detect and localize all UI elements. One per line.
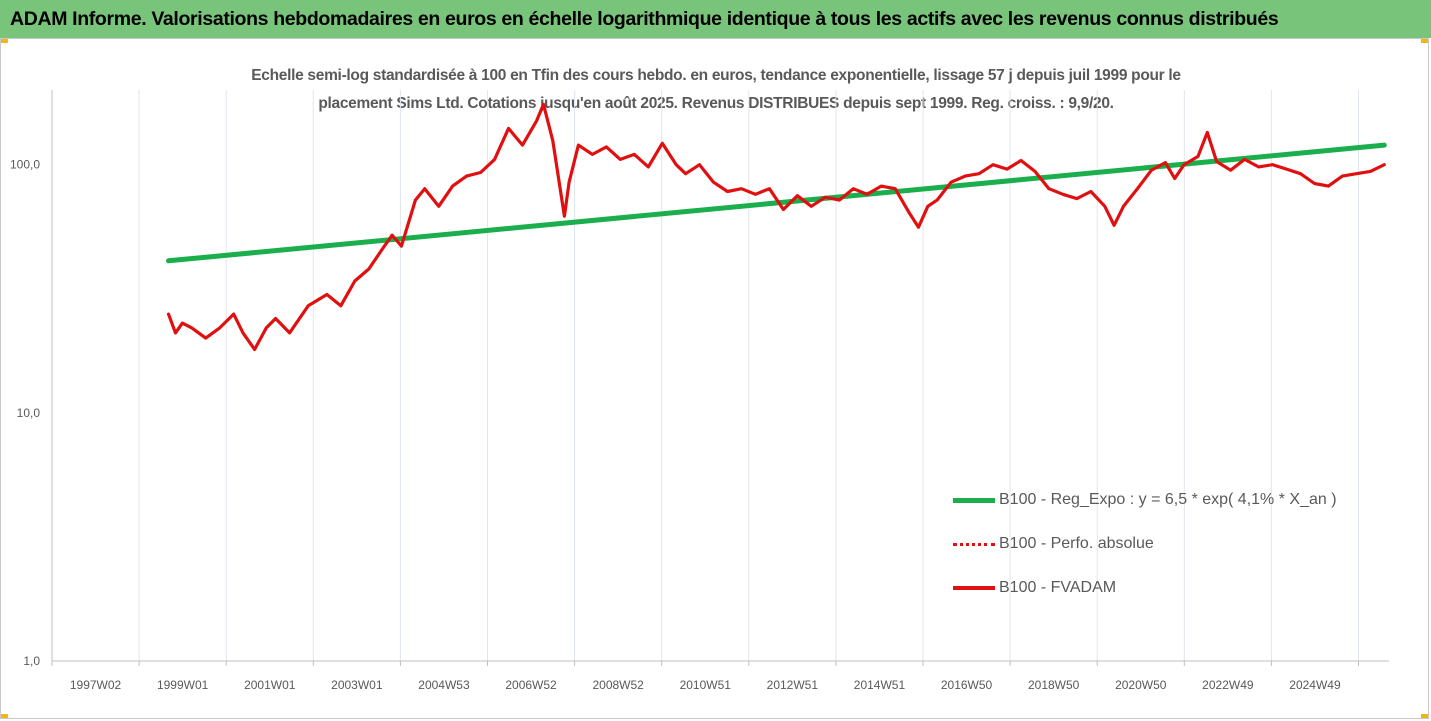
series-line-0 — [166, 142, 1387, 264]
chart-frame — [0, 38, 1429, 719]
x-tick-label: 2006W52 — [505, 678, 557, 692]
legend-item-fvadam: B100 - FVADAM — [953, 566, 1337, 610]
corner-mark-bottom-right — [1421, 714, 1429, 719]
x-tick-label: 2016W50 — [941, 678, 993, 692]
y-tick-label: 1,0 — [23, 654, 40, 668]
series-line-2 — [166, 102, 1386, 352]
x-tick-label: 2008W52 — [592, 678, 644, 692]
x-tick-label: 1999W01 — [157, 678, 209, 692]
legend-item-perfo: B100 - Perfo. absolue — [953, 522, 1337, 566]
legend-swatch-red-line — [953, 586, 995, 590]
x-tick-label: 2003W01 — [331, 678, 383, 692]
corner-mark-top-left — [0, 38, 8, 43]
corner-mark-bottom-left — [0, 714, 8, 719]
x-tick-label: 2018W50 — [1028, 678, 1080, 692]
legend: B100 - Reg_Expo : y = 6,5 * exp( 4,1% * … — [953, 478, 1337, 610]
chart-title-line-2: placement Sims Ltd. Cotations jusqu'en a… — [318, 95, 1114, 112]
report-title: ADAM Informe. Valorisations hebdomadaire… — [10, 7, 1279, 30]
x-tick-label: 2001W01 — [244, 678, 296, 692]
header-banner: ADAM Informe. Valorisations hebdomadaire… — [0, 0, 1431, 38]
legend-label: B100 - Reg_Expo : y = 6,5 * exp( 4,1% * … — [999, 491, 1337, 508]
chart-title-line-1: Echelle semi-log standardisée à 100 en T… — [251, 67, 1181, 84]
x-tick-label: 2022W49 — [1202, 678, 1254, 692]
x-tick-label: 2004W53 — [418, 678, 470, 692]
legend-swatch-red-dotted-line — [953, 542, 995, 546]
legend-label: B100 - FVADAM — [999, 579, 1117, 596]
y-tick-label: 10,0 — [17, 406, 41, 420]
legend-label: B100 - Perfo. absolue — [999, 535, 1154, 552]
x-tick-label: 2014W51 — [854, 678, 906, 692]
x-tick-label: 2012W51 — [767, 678, 819, 692]
corner-mark-top-right — [1421, 38, 1429, 43]
legend-swatch-green-line — [953, 497, 995, 503]
chart-title: Echelle semi-log standardisée à 100 en T… — [150, 62, 1282, 118]
x-tick-label: 2020W50 — [1115, 678, 1167, 692]
y-tick-label: 100,0 — [10, 158, 40, 172]
x-tick-label: 2024W49 — [1289, 678, 1341, 692]
legend-item-regression: B100 - Reg_Expo : y = 6,5 * exp( 4,1% * … — [953, 478, 1337, 522]
x-tick-label: 2010W51 — [680, 678, 732, 692]
x-tick-label: 1997W02 — [70, 678, 122, 692]
